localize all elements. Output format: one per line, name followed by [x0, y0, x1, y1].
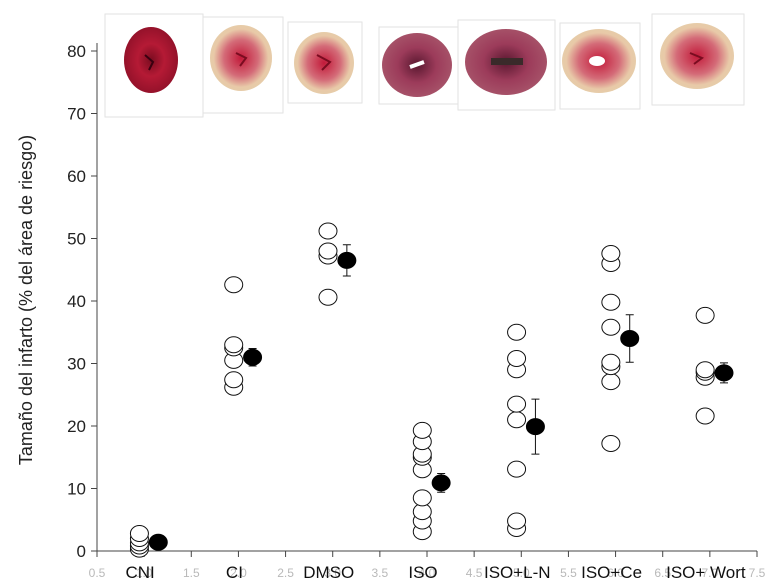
data-point — [695, 407, 715, 425]
data-point — [601, 353, 621, 371]
mean-point — [620, 330, 640, 347]
data-point — [601, 245, 621, 262]
category-label: ISO+L-N — [484, 563, 551, 582]
data-point — [318, 288, 338, 306]
y-tick-label: 50 — [67, 230, 86, 249]
y-tick-label: 0 — [77, 542, 86, 561]
x-tick-label: 4.5 — [466, 566, 483, 580]
data-point — [507, 323, 527, 341]
category-label: ISO — [408, 563, 437, 582]
mean-point — [148, 533, 168, 551]
data-point — [507, 512, 527, 530]
mean-point — [337, 251, 357, 269]
data-point — [695, 361, 715, 379]
x-tick-label: 5.0 — [513, 566, 530, 580]
data-point — [129, 525, 149, 542]
data-point — [412, 421, 432, 439]
heart-image-iso-ce — [559, 22, 641, 110]
mean-point — [431, 474, 451, 492]
mean-point — [243, 348, 263, 366]
y-tick-label: 20 — [67, 417, 86, 436]
data-point — [507, 395, 527, 413]
x-tick-label: 5.5 — [560, 566, 577, 580]
data-point — [318, 222, 338, 240]
data-point — [224, 336, 244, 354]
heart-section-images — [104, 13, 745, 118]
data-point — [224, 276, 244, 294]
heart-image-ci — [202, 16, 284, 114]
y-tick-label: 30 — [67, 355, 86, 374]
heart-image-dmso — [287, 21, 363, 104]
category-label: ISO+ Wort — [666, 563, 746, 582]
data-point — [507, 460, 527, 478]
data-point — [695, 306, 715, 324]
x-tick-label: 0.5 — [89, 566, 106, 580]
x-tick-label: 7.0 — [702, 566, 719, 580]
data-point — [412, 489, 432, 507]
data-point — [507, 350, 527, 367]
y-axis-label: Tamaño del infarto (% del área de riesgo… — [16, 135, 36, 465]
heart-image-iso — [378, 26, 459, 105]
data-point — [224, 371, 244, 389]
x-ticks: 0.5 1.0 1.5 2.0 2.5 3.0 3.5 4.0 4.5 5.0 5.5 6.0 6.5 7… — [89, 551, 765, 582]
y-tick-label: 60 — [67, 167, 86, 186]
heart-image-iso-wort — [651, 13, 745, 106]
category-label: DMSO — [303, 563, 354, 582]
data-point — [601, 435, 621, 452]
data-point — [601, 373, 621, 391]
x-tick-label: 2.5 — [277, 566, 294, 580]
x-tick-label: 2.0 — [230, 566, 247, 580]
x-tick-label: 3.5 — [372, 566, 389, 580]
mean-point — [714, 364, 734, 382]
x-tick-label: 1.0 — [136, 566, 153, 580]
mean-points — [148, 244, 734, 551]
y-tick-label: 70 — [67, 105, 86, 124]
data-point — [318, 242, 338, 260]
data-point — [507, 411, 527, 429]
mean-point — [525, 418, 545, 436]
category-label: CNI — [126, 563, 155, 582]
x-tick-label: 6.5 — [654, 566, 671, 580]
heart-image-cni — [104, 13, 204, 118]
x-tick-label: 6.0 — [607, 566, 624, 580]
x-tick-label: 7.5 — [749, 566, 765, 580]
individual-points — [129, 222, 715, 558]
heart-image-iso-l-n — [457, 19, 556, 111]
category-label: ISO+Ce — [581, 563, 642, 582]
y-ticks: 0 10 20 30 40 50 60 70 80 — [67, 42, 97, 561]
data-point — [601, 293, 621, 311]
data-point — [601, 318, 621, 336]
y-tick-label: 80 — [67, 42, 86, 61]
category-label: CI — [226, 563, 243, 582]
y-tick-label: 40 — [67, 292, 86, 311]
x-tick-label: 4.0 — [419, 566, 436, 580]
x-tick-label: 1.5 — [183, 566, 200, 580]
x-tick-label: 3.0 — [324, 566, 341, 580]
y-tick-label: 10 — [67, 480, 86, 499]
